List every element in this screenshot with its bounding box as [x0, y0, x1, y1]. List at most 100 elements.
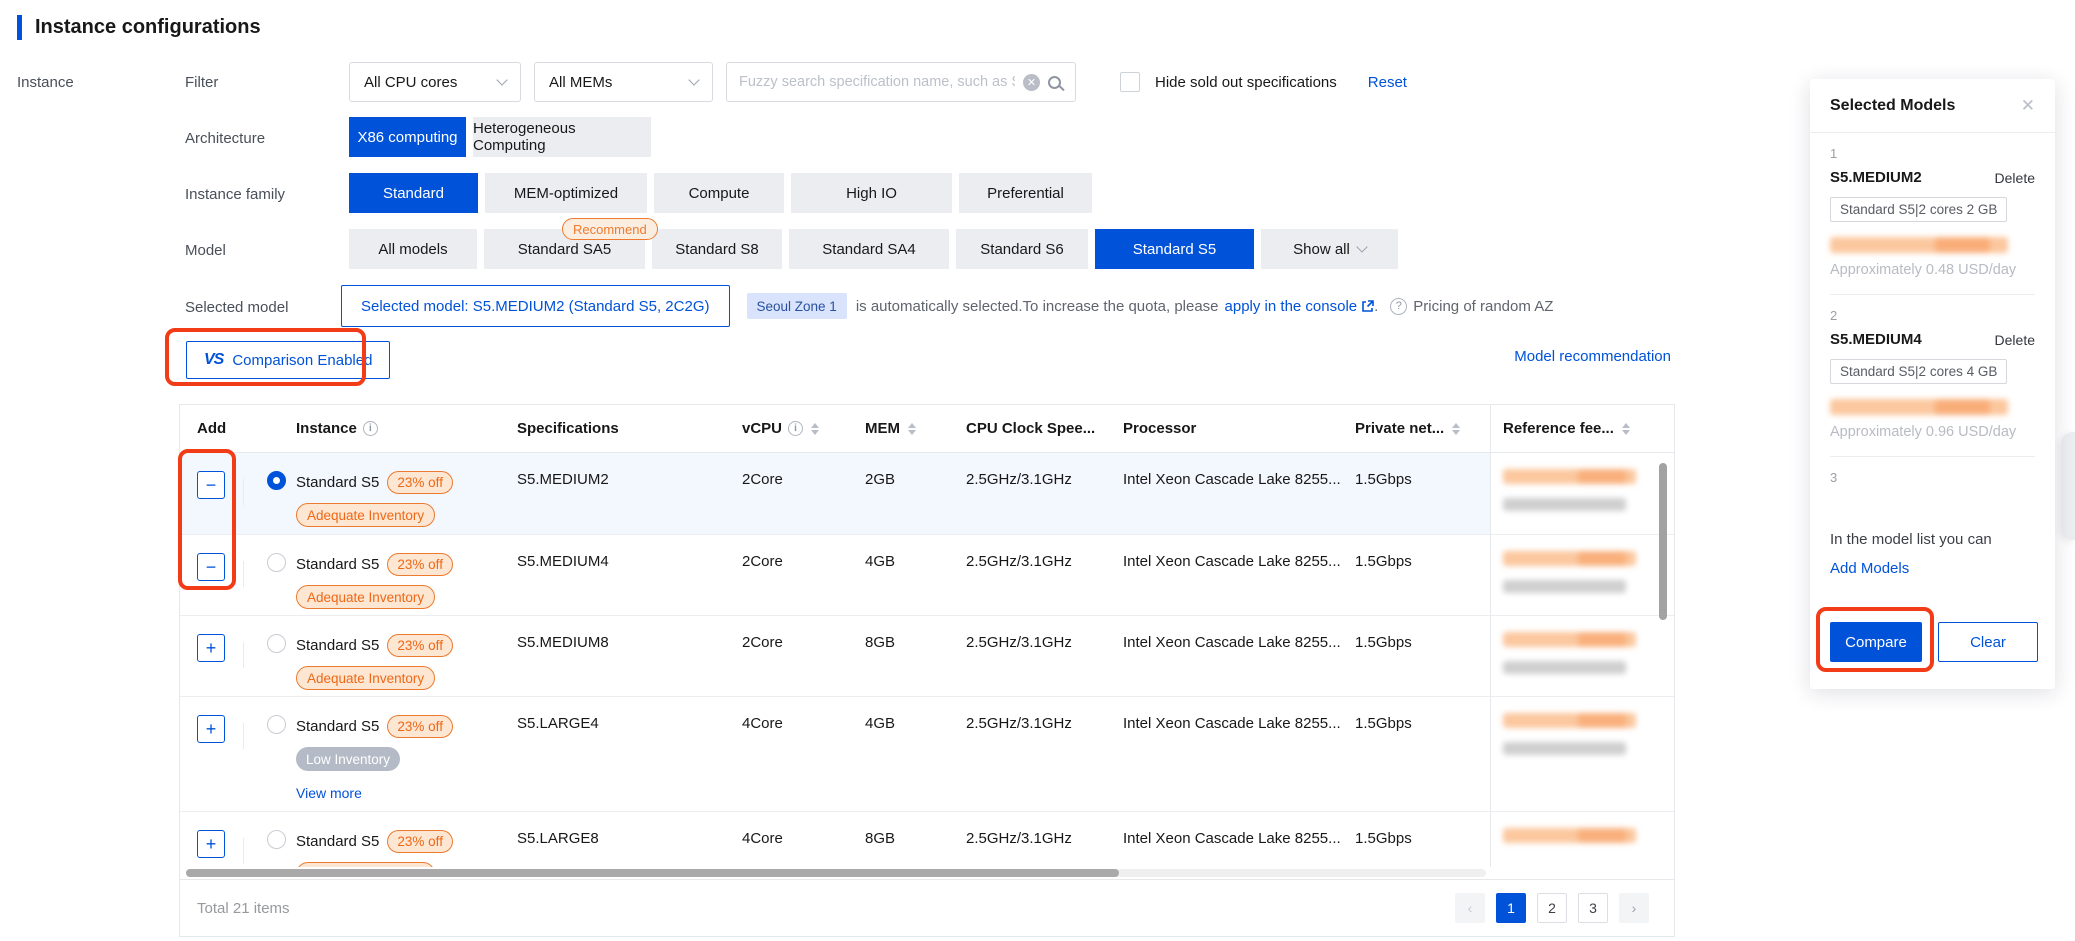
next-page-button[interactable]: ›: [1619, 893, 1649, 923]
family-mem-optimized-button[interactable]: MEM-optimized: [485, 173, 647, 213]
apply-console-link[interactable]: apply in the console: [1225, 298, 1375, 315]
comparison-enabled-label: Comparison Enabled: [232, 351, 373, 369]
clock-cell: 2.5GHz/3.1GHz: [966, 715, 1072, 732]
empty-slot-hint: In the model list you can: [1830, 531, 1992, 548]
processor-cell: Intel Xeon Cascade Lake 8255...: [1123, 471, 1341, 488]
add-to-compare-button[interactable]: +: [197, 830, 225, 858]
note-period: .: [1374, 297, 1379, 315]
clear-button[interactable]: Clear: [1938, 622, 2038, 662]
redacted-price: [1503, 632, 1636, 647]
col-header-add: Add: [197, 420, 227, 437]
add-to-compare-button[interactable]: +: [197, 634, 225, 662]
close-icon[interactable]: ✕: [2020, 95, 2035, 115]
cpu-cores-select[interactable]: All CPU cores: [349, 62, 521, 102]
item-name: S5.MEDIUM4: [1830, 331, 1922, 348]
model-recommendation-link[interactable]: Model recommendation: [1514, 348, 1671, 365]
clear-icon[interactable]: ✕: [1023, 73, 1040, 91]
instance-name: Standard S5: [296, 717, 380, 735]
info-icon[interactable]: i: [788, 421, 804, 436]
info-icon[interactable]: i: [362, 421, 378, 436]
spec-cell: S5.LARGE8: [517, 830, 599, 847]
family-preferential-button[interactable]: Preferential: [959, 173, 1092, 213]
vcpu-cell: 4Core: [742, 715, 783, 732]
spec-cell: S5.LARGE4: [517, 715, 599, 732]
question-icon[interactable]: ?: [1390, 297, 1408, 315]
delete-link[interactable]: Delete: [1994, 169, 2035, 186]
panel-header: Selected Models ✕: [1810, 79, 2055, 133]
edge-floating-widget[interactable]: [2061, 432, 2075, 540]
item-index: 1: [1830, 146, 1838, 161]
model-sa4-button[interactable]: Standard SA4: [789, 229, 949, 269]
search-icon[interactable]: [1048, 75, 1061, 89]
table-row: − Standard S5 23% off Adequate Inventory…: [180, 535, 1674, 616]
table-row: + Standard S5 23% off Adequate Inventory…: [180, 616, 1674, 697]
delete-link[interactable]: Delete: [1994, 331, 2035, 348]
row-radio[interactable]: [267, 830, 286, 849]
remove-from-compare-button[interactable]: −: [197, 553, 225, 581]
row-label-filter: Filter: [185, 74, 219, 91]
row-radio[interactable]: [267, 715, 286, 734]
page-button-1[interactable]: 1: [1496, 893, 1526, 923]
selected-models-panel: Selected Models ✕ 1 S5.MEDIUM2 Delete St…: [1810, 79, 2055, 689]
table-body: − Standard S5 23% off Adequate Inventory…: [180, 453, 1674, 867]
add-models-link[interactable]: Add Models: [1830, 560, 1910, 577]
sort-icon[interactable]: [1452, 422, 1461, 435]
inventory-badge: Low Inventory: [296, 747, 401, 771]
fee-cell: [1490, 453, 1674, 534]
redacted-price: [1503, 469, 1636, 484]
page-button-3[interactable]: 3: [1578, 893, 1608, 923]
family-standard-button[interactable]: Standard: [349, 173, 478, 213]
search-input[interactable]: [739, 74, 1015, 90]
view-more-link[interactable]: View more: [296, 785, 362, 801]
discount-badge: 23% off: [387, 715, 453, 738]
model-all-button[interactable]: All models: [349, 229, 477, 269]
family-high-io-button[interactable]: High IO: [791, 173, 952, 213]
title-accent-bar: [17, 15, 22, 40]
mem-cell: 4GB: [865, 553, 896, 570]
row-radio[interactable]: [267, 553, 286, 572]
model-s6-button[interactable]: Standard S6: [956, 229, 1088, 269]
processor-cell: Intel Xeon Cascade Lake 8255...: [1123, 715, 1341, 732]
architecture-heterogeneous-button[interactable]: Heterogeneous Computing: [473, 117, 651, 157]
col-header-fee: Reference fee...: [1490, 405, 1674, 452]
row-radio[interactable]: [267, 634, 286, 653]
fee-cell: [1490, 535, 1674, 615]
reset-link[interactable]: Reset: [1367, 73, 1407, 91]
col-header-processor: Processor: [1123, 420, 1197, 437]
family-compute-button[interactable]: Compute: [654, 173, 784, 213]
model-s8-button[interactable]: Standard S8: [652, 229, 782, 269]
sort-icon[interactable]: [908, 422, 916, 435]
model-s5-button[interactable]: Standard S5: [1095, 229, 1254, 269]
horizontal-scrollbar[interactable]: [186, 869, 1119, 877]
discount-badge: 23% off: [387, 830, 453, 853]
comparison-enabled-button[interactable]: VS Comparison Enabled: [186, 341, 391, 379]
page-button-2[interactable]: 2: [1537, 893, 1567, 923]
item-name: S5.MEDIUM2: [1830, 169, 1922, 186]
instance-name: Standard S5: [296, 473, 380, 491]
fee-cell: [1490, 812, 1674, 867]
model-row: Recommend All models Standard SA5 Standa…: [349, 218, 1398, 269]
row-label-selected-model: Selected model: [185, 299, 289, 316]
horizontal-scroll-strip: [180, 867, 1674, 879]
spec-cell: S5.MEDIUM4: [517, 553, 609, 570]
discount-badge: 23% off: [387, 471, 453, 494]
sort-icon[interactable]: [811, 422, 820, 435]
hide-sold-out-checkbox[interactable]: [1120, 72, 1140, 92]
architecture-x86-button[interactable]: X86 computing: [349, 117, 466, 157]
cpu-cores-select-value: All CPU cores: [364, 73, 458, 91]
private-net-cell: 1.5Gbps: [1355, 471, 1412, 488]
prev-page-button[interactable]: ‹: [1455, 893, 1485, 923]
architecture-row: X86 computing Heterogeneous Computing: [349, 117, 651, 157]
sort-icon[interactable]: [1621, 422, 1630, 435]
remove-from-compare-button[interactable]: −: [197, 471, 225, 499]
instance-name: Standard S5: [296, 832, 380, 850]
compare-button[interactable]: Compare: [1830, 622, 1922, 662]
add-to-compare-button[interactable]: +: [197, 715, 225, 743]
mem-cell: 8GB: [865, 634, 896, 651]
row-radio[interactable]: [267, 471, 286, 490]
vertical-scrollbar[interactable]: [1659, 463, 1667, 620]
model-show-all-button[interactable]: Show all: [1261, 229, 1398, 269]
mem-select[interactable]: All MEMs: [534, 62, 713, 102]
selected-model-item: 1 S5.MEDIUM2 Delete Standard S5|2 cores …: [1810, 133, 2055, 295]
family-row: Standard MEM-optimized Compute High IO P…: [349, 173, 1092, 213]
